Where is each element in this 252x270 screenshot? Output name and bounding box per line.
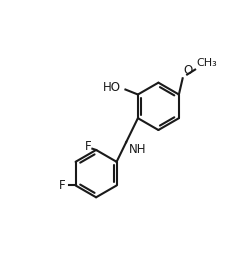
Text: F: F <box>59 179 66 192</box>
Text: O: O <box>183 64 192 77</box>
Text: F: F <box>84 140 91 153</box>
Text: HO: HO <box>103 80 120 93</box>
Text: CH₃: CH₃ <box>196 58 217 68</box>
Text: NH: NH <box>129 143 146 156</box>
